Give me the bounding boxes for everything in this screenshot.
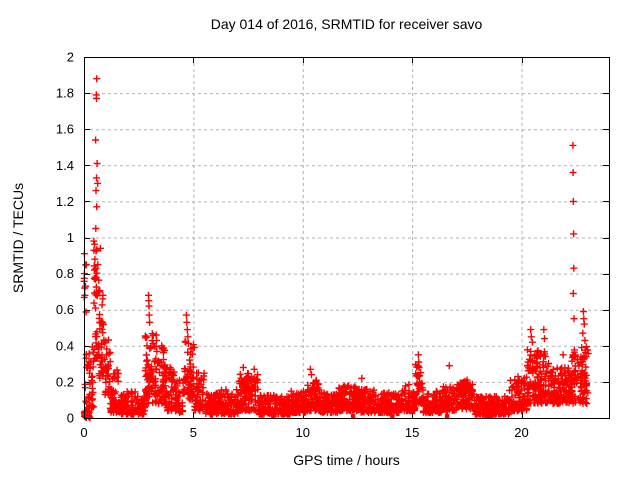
y-tick-label: 0	[67, 411, 74, 426]
y-tick-label: 1.8	[56, 86, 74, 101]
y-tick-label: 0.6	[56, 302, 74, 317]
y-tick-label: 1.4	[56, 158, 74, 173]
y-tick-label: 1.2	[56, 194, 74, 209]
y-axis-label: SRMTID / TECUs	[10, 182, 26, 294]
tick-labels: 00.20.40.60.811.21.41.61.820 5 10 15 20	[56, 50, 529, 441]
x-tick-label: 5	[190, 425, 197, 440]
y-tick-label: 0.4	[56, 338, 74, 353]
x-tick-label: 15	[405, 425, 419, 440]
chart-title: Day 014 of 2016, SRMTID for receiver sav…	[210, 16, 483, 32]
x-axis-label: GPS time / hours	[293, 452, 400, 468]
data-points-near-zero	[271, 414, 494, 419]
x-tick-label: 20	[514, 425, 528, 440]
y-tick-label: 1.6	[56, 122, 74, 137]
y-tick-label: 2	[67, 50, 74, 65]
x-tick-label: 0	[80, 425, 87, 440]
gridlines	[84, 57, 609, 418]
x-tick-label: 10	[296, 425, 310, 440]
plot-border	[84, 57, 610, 419]
y-tick-label: 0.8	[56, 266, 74, 281]
data-points	[80, 75, 592, 422]
y-tick-label: 0.2	[56, 374, 74, 389]
y-tick-label: 1	[67, 230, 74, 245]
